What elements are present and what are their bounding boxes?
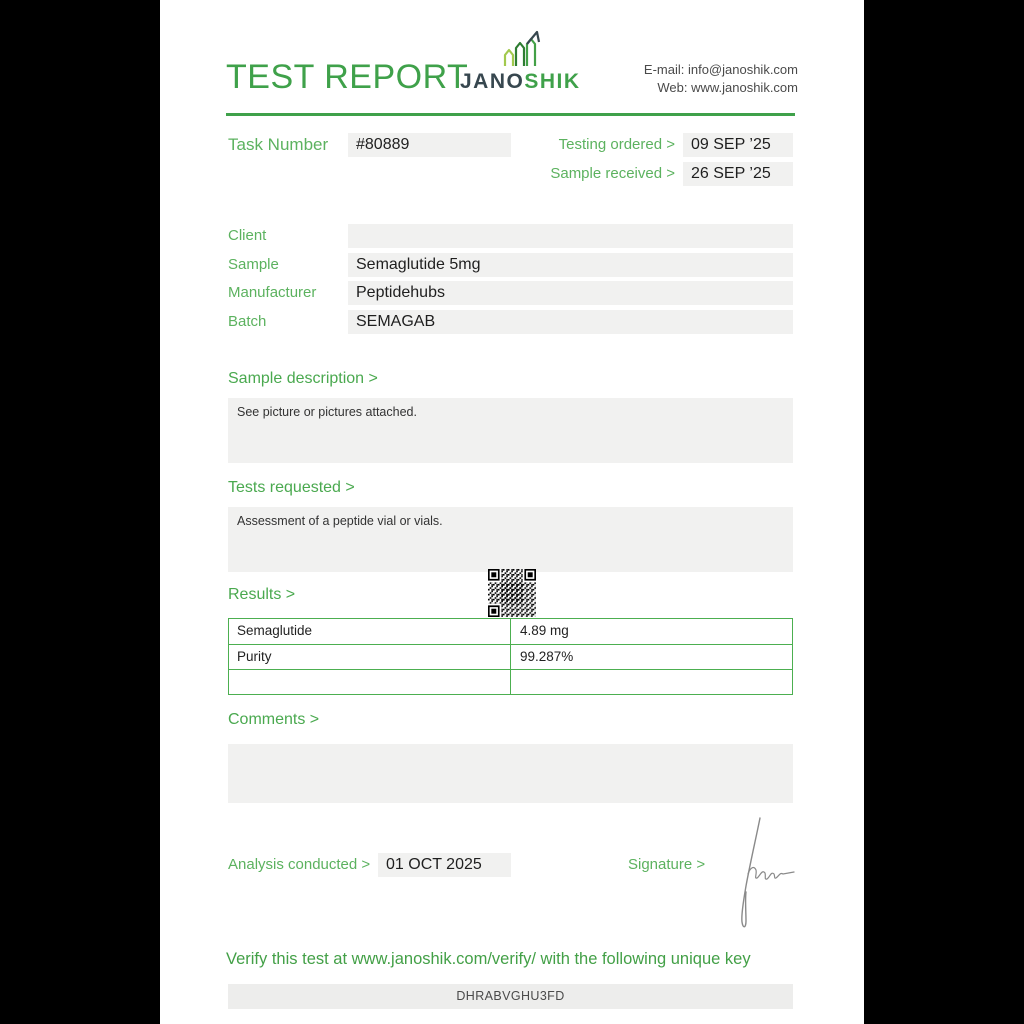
header-divider — [226, 113, 795, 116]
email-line: E-mail: info@janoshik.com — [643, 62, 798, 77]
client-value — [348, 224, 793, 248]
bar-chart-logo-icon — [503, 30, 541, 66]
logo-wordmark: JANOSHIK — [460, 70, 580, 94]
result-name — [229, 670, 511, 694]
manufacturer-value: Peptidehubs — [348, 281, 793, 305]
result-name: Semaglutide — [229, 619, 511, 644]
sample-received-label: Sample received > — [550, 165, 675, 182]
table-row: Semaglutide 4.89 mg — [229, 619, 792, 644]
testing-ordered-value: 09 SEP ’25 — [683, 133, 793, 157]
page-title: TEST REPORT — [226, 58, 469, 96]
result-value: 99.287% — [520, 649, 574, 664]
sample-description-box: See picture or pictures attached. — [228, 398, 793, 463]
result-name: Purity — [229, 645, 511, 669]
batch-value: SEMAGAB — [348, 310, 793, 334]
manufacturer-label: Manufacturer — [228, 284, 317, 301]
report-page: TEST REPORT JANOSHIK E-mail: info@janosh… — [160, 0, 864, 1024]
contact-info: E-mail: info@janoshik.com Web: www.janos… — [644, 61, 798, 97]
task-number-label: Task Number — [228, 135, 329, 154]
sample-label: Sample — [228, 256, 279, 273]
sample-received-value: 26 SEP ’25 — [683, 162, 793, 186]
batch-label: Batch — [228, 313, 267, 330]
task-number-value: #80889 — [348, 133, 511, 157]
logo-text-shik: SHIK — [524, 70, 581, 93]
tests-requested-header: Tests requested > — [228, 479, 355, 496]
testing-ordered-label: Testing ordered > — [558, 136, 675, 153]
results-table: Semaglutide 4.89 mg Purity 99.287% — [228, 618, 793, 695]
web-line: Web: www.janoshik.com — [657, 80, 798, 95]
verify-instruction: Verify this test at www.janoshik.com/ver… — [226, 950, 751, 968]
table-row — [229, 669, 792, 694]
signature-scribble — [741, 817, 795, 928]
tests-requested-box: Assessment of a peptide vial or vials. — [228, 507, 793, 572]
comments-header: Comments > — [228, 711, 320, 728]
analysis-conducted-label: Analysis conducted > — [228, 856, 371, 873]
sample-description-header: Sample description > — [228, 370, 378, 387]
result-value: 4.89 mg — [520, 623, 569, 638]
result-value — [511, 670, 792, 694]
comments-box — [228, 744, 793, 803]
table-row: Purity 99.287% — [229, 644, 792, 669]
results-header: Results > — [228, 586, 296, 603]
qr-code — [488, 569, 536, 617]
analysis-conducted-value: 01 OCT 2025 — [378, 853, 511, 877]
signature-label: Signature > — [628, 856, 706, 873]
client-label: Client — [228, 227, 267, 244]
janoshik-logo: JANOSHIK — [460, 30, 580, 94]
logo-text-jano: JANO — [460, 70, 525, 93]
unique-key: DHRABVGHU3FD — [228, 984, 793, 1009]
sample-value: Semaglutide 5mg — [348, 253, 793, 277]
